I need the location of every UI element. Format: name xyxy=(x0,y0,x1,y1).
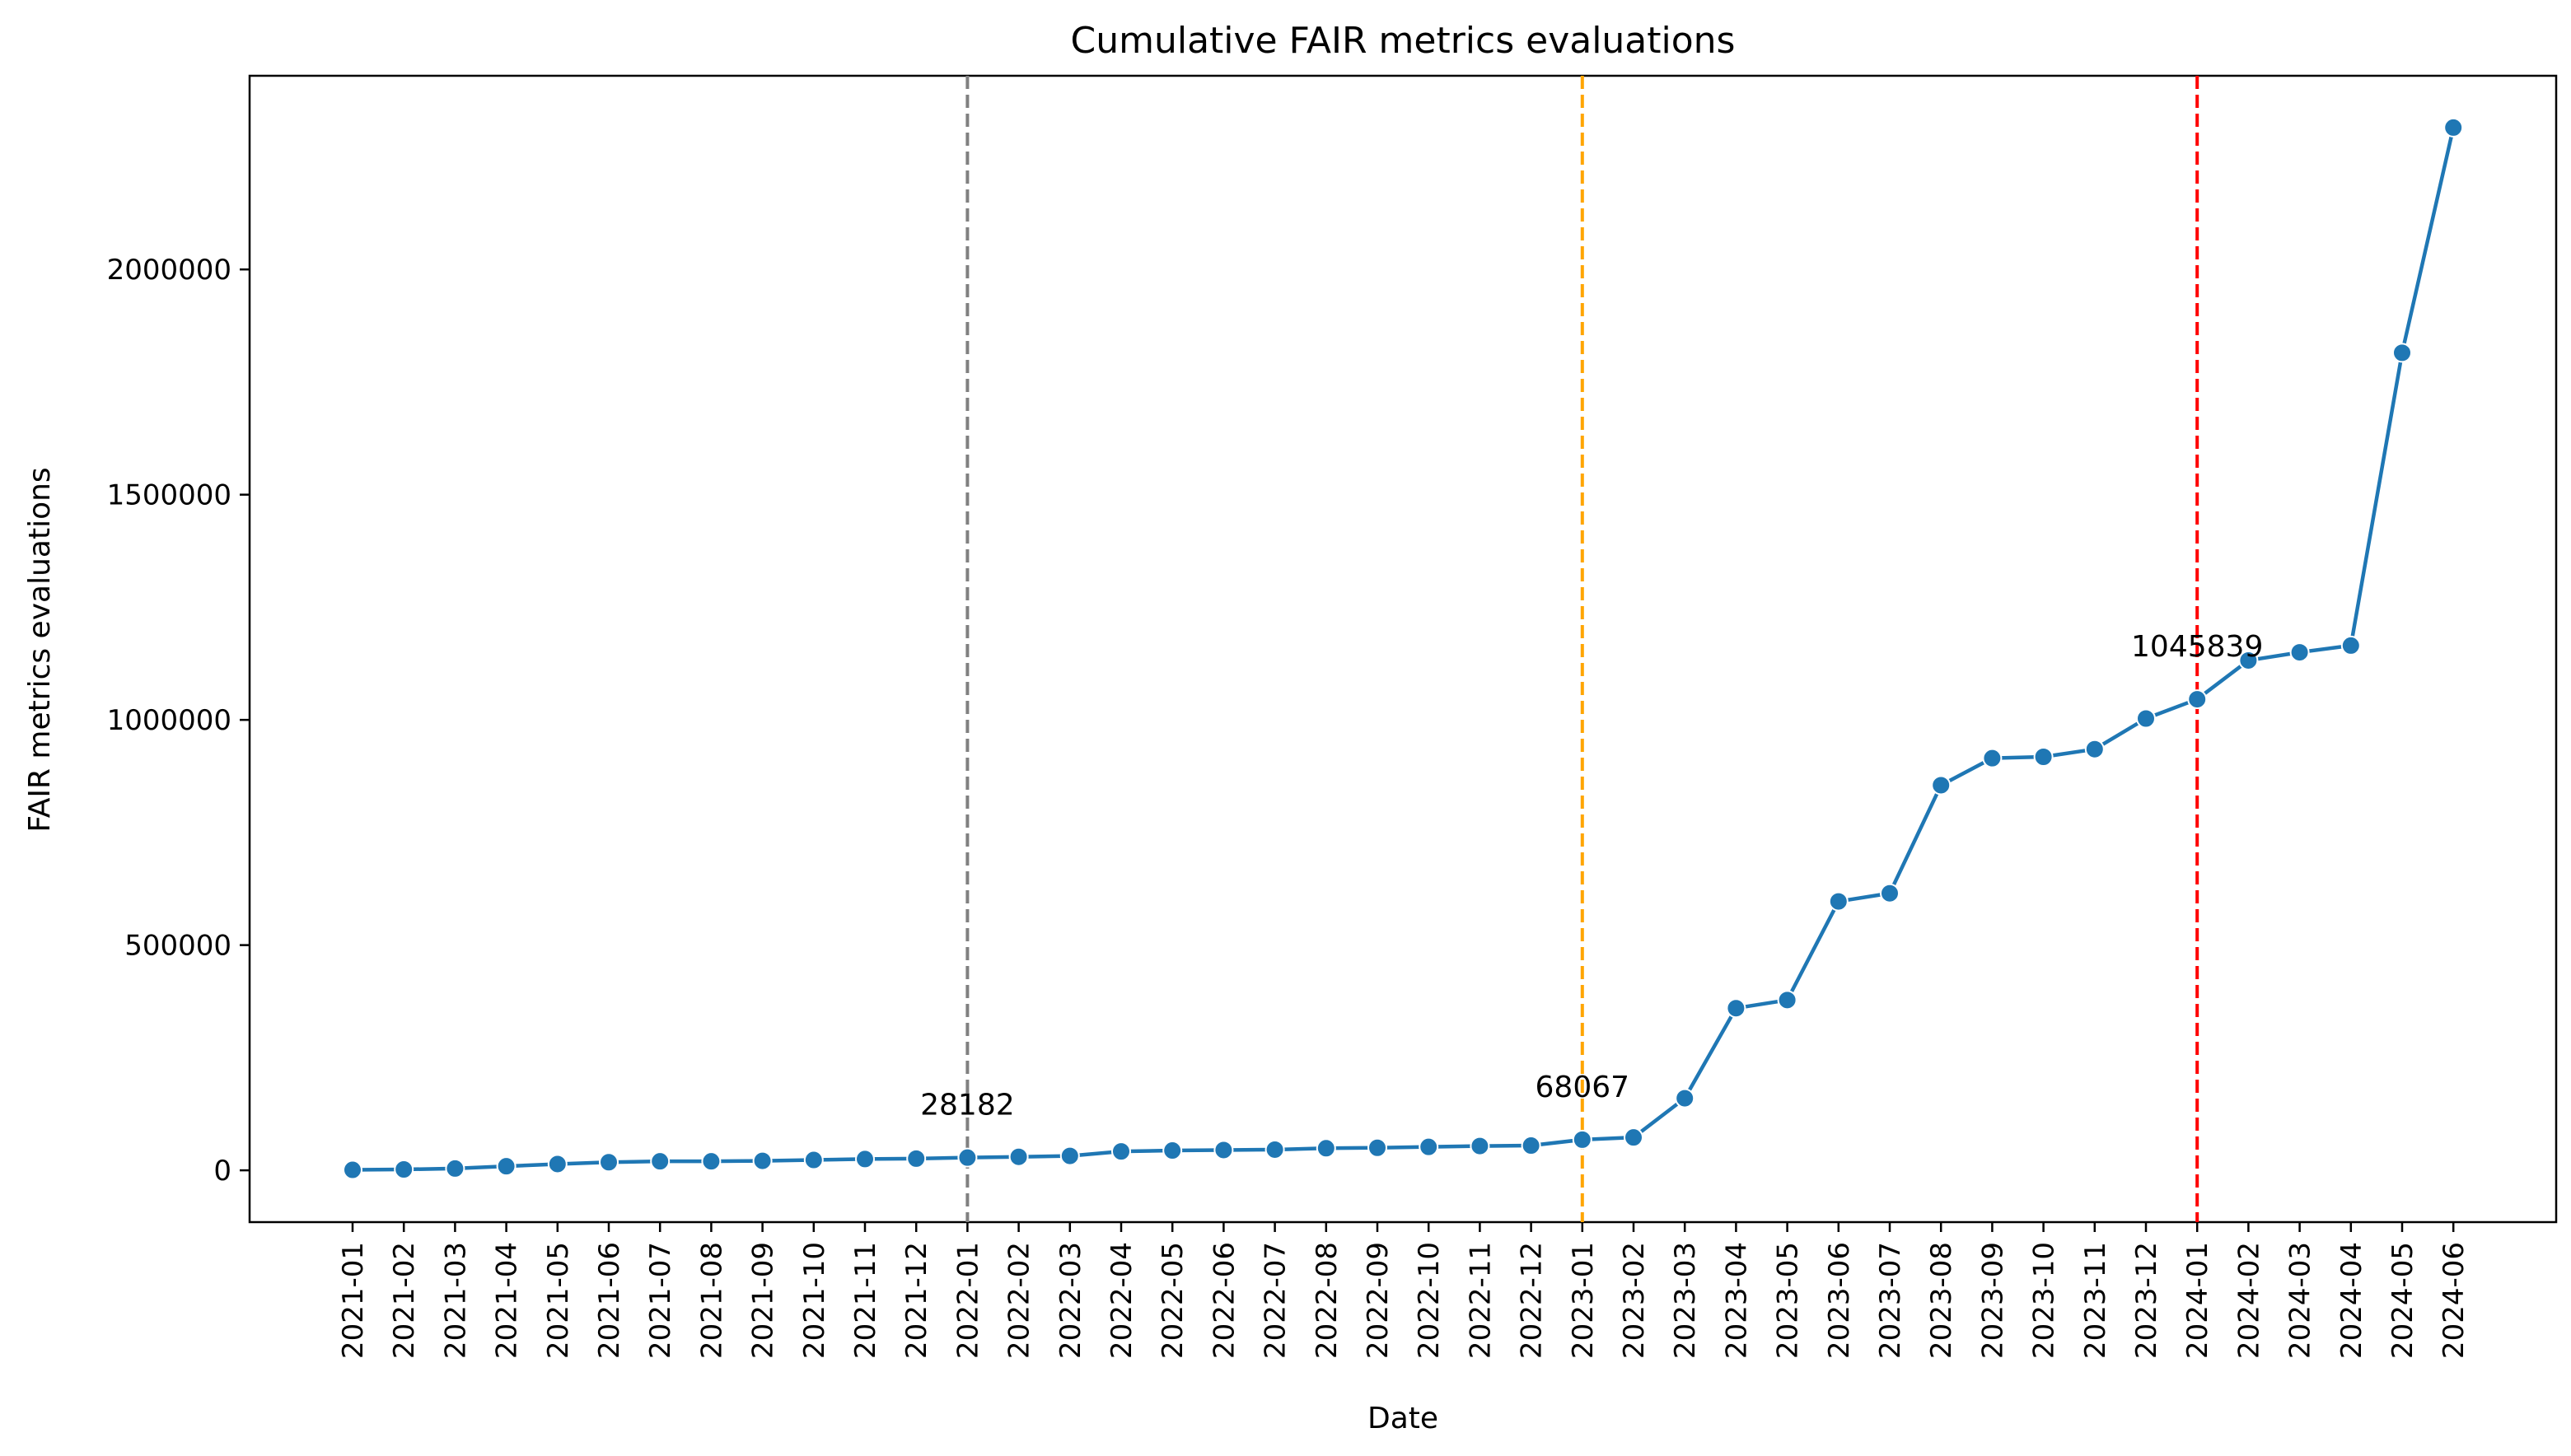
x-tick-label: 2021-07 xyxy=(644,1242,677,1359)
x-tick-label: 2024-05 xyxy=(2386,1242,2419,1359)
x-tick-label: 2022-02 xyxy=(1003,1242,1036,1359)
x-tick-label: 2022-06 xyxy=(1208,1242,1241,1359)
y-tick-label: 2000000 xyxy=(107,254,231,287)
data-point xyxy=(1162,1141,1183,1161)
data-point xyxy=(1316,1138,1336,1159)
x-axis-label: Date xyxy=(1367,1402,1438,1435)
data-point xyxy=(1470,1136,1490,1156)
data-point xyxy=(1931,775,1952,796)
y-tick-label: 500000 xyxy=(124,930,231,963)
x-tick-label: 2024-01 xyxy=(2181,1242,2214,1359)
data-point xyxy=(1521,1136,1541,1156)
x-tick-label: 2021-08 xyxy=(695,1242,728,1359)
x-tick-label: 2021-06 xyxy=(593,1242,626,1359)
x-tick-label: 2024-02 xyxy=(2232,1242,2265,1359)
data-point xyxy=(957,1147,978,1168)
x-tick-label: 2024-03 xyxy=(2284,1242,2317,1359)
data-point xyxy=(2187,689,2208,710)
x-tick-label: 2022-01 xyxy=(951,1242,984,1359)
x-tick-label: 2022-07 xyxy=(1260,1242,1293,1359)
x-tick-label: 2022-12 xyxy=(1516,1242,1549,1359)
data-point xyxy=(1059,1146,1080,1166)
x-tick-label: 2023-03 xyxy=(1669,1242,1702,1359)
x-tick-label: 2021-10 xyxy=(798,1242,831,1359)
x-tick-label: 2023-05 xyxy=(1772,1242,1805,1359)
data-point xyxy=(1777,990,1797,1010)
annotation-label: 1045839 xyxy=(2131,630,2263,664)
data-point xyxy=(1572,1129,1592,1150)
x-tick-label: 2023-10 xyxy=(2028,1242,2061,1359)
data-point xyxy=(701,1151,722,1172)
data-point xyxy=(2289,642,2310,663)
data-point xyxy=(2238,650,2259,670)
x-tick-label: 2022-04 xyxy=(1106,1242,1138,1359)
x-tick-label: 2022-08 xyxy=(1311,1242,1344,1359)
data-point xyxy=(1726,998,1746,1019)
data-point xyxy=(2033,746,2054,767)
y-tick-label: 1500000 xyxy=(107,479,231,512)
annotation-label: 28182 xyxy=(920,1089,1015,1122)
x-tick-label: 2023-08 xyxy=(1925,1242,1958,1359)
data-point xyxy=(752,1150,773,1171)
plot-area: 0 500000 1000000 1500000 2000000 2021-01 2021-… xyxy=(107,74,2558,1359)
x-tick-label: 2023-01 xyxy=(1567,1242,1600,1359)
plot-frame xyxy=(248,74,2558,1224)
x-tick-label: 2023-09 xyxy=(1976,1242,2009,1359)
annotation-label: 68067 xyxy=(1536,1071,1630,1104)
x-tick-label: 2021-12 xyxy=(900,1242,933,1359)
x-tick-label: 2022-05 xyxy=(1157,1242,1190,1359)
x-tick-label: 2021-01 xyxy=(337,1242,370,1359)
y-axis-label: FAIR metrics evaluations xyxy=(23,467,57,832)
x-tick-label: 2023-11 xyxy=(2079,1242,2112,1359)
x-tick-label: 2021-05 xyxy=(542,1242,575,1359)
data-point xyxy=(803,1150,824,1170)
data-point xyxy=(1367,1137,1387,1158)
x-tick-label: 2021-09 xyxy=(747,1242,780,1359)
x-tick-label: 2023-04 xyxy=(1720,1242,1753,1359)
data-point xyxy=(1675,1088,1695,1108)
x-tick-label: 2022-09 xyxy=(1362,1242,1395,1359)
data-point xyxy=(1828,891,1849,912)
x-tick-label: 2023-02 xyxy=(1618,1242,1651,1359)
x-tick-label: 2024-06 xyxy=(2438,1242,2470,1359)
x-tick-label: 2022-11 xyxy=(1464,1242,1497,1359)
data-point xyxy=(2340,635,2361,656)
data-point xyxy=(650,1151,671,1172)
x-tick-label: 2021-11 xyxy=(849,1242,882,1359)
data-point xyxy=(1880,883,1900,903)
data-point xyxy=(1264,1139,1285,1160)
x-tick-label: 2021-02 xyxy=(388,1242,421,1359)
data-point xyxy=(1111,1141,1131,1162)
data-point xyxy=(394,1160,414,1180)
x-tick-label: 2021-04 xyxy=(491,1242,524,1359)
y-tick-label: 0 xyxy=(213,1155,231,1188)
data-point xyxy=(1419,1136,1439,1157)
data-point xyxy=(1213,1140,1234,1160)
data-point xyxy=(343,1160,362,1180)
x-tick-label: 2023-06 xyxy=(1823,1242,1856,1359)
x-tick-label: 2023-12 xyxy=(2130,1242,2163,1359)
y-tick-label: 1000000 xyxy=(107,704,231,737)
data-point xyxy=(2392,343,2412,363)
data-point xyxy=(906,1148,927,1169)
data-point xyxy=(599,1152,619,1173)
data-point xyxy=(445,1158,465,1178)
x-tick-label: 2023-07 xyxy=(1874,1242,1907,1359)
data-point xyxy=(855,1149,875,1169)
x-tick-label: 2022-10 xyxy=(1413,1242,1446,1359)
x-tick-label: 2022-03 xyxy=(1054,1242,1087,1359)
data-point xyxy=(1624,1127,1643,1148)
data-point xyxy=(496,1156,517,1177)
data-point xyxy=(1982,748,2003,768)
data-point xyxy=(2136,708,2156,729)
chart-title: Cumulative FAIR metrics evaluations xyxy=(1071,20,1736,62)
data-point xyxy=(2443,117,2464,138)
data-point xyxy=(547,1154,568,1174)
data-point xyxy=(1008,1146,1029,1167)
data-point xyxy=(2084,739,2105,759)
x-tick-label: 2024-04 xyxy=(2335,1242,2368,1359)
x-tick-label: 2021-03 xyxy=(439,1242,472,1359)
